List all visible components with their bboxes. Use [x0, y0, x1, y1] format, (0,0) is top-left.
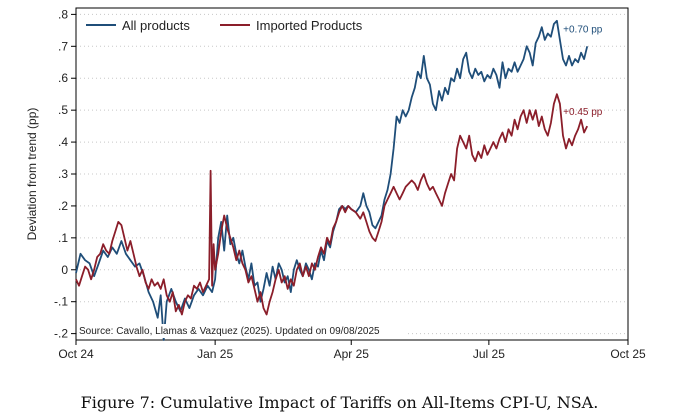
end-value-label: +0.70 pp [563, 24, 603, 35]
y-tick-label: .3 [58, 167, 68, 181]
line-chart: -.2 -.1 0 .1 .2 .3 .4 .5 .6 .7 .8 Oct 24 Jan 25 Apr … [25, 7, 646, 361]
series-lines: +0.70 pp +0.45 pp [75, 19, 603, 341]
legend-label: All products [122, 18, 190, 33]
source-note: Source: Cavallo, Llamas & Vazquez (2025)… [79, 326, 380, 337]
series-line-imported-products [75, 93, 589, 316]
legend: All products Imported Products [86, 18, 363, 33]
x-tick-label: Oct 24 [58, 347, 94, 361]
y-tick-label: -.1 [54, 295, 68, 309]
y-tick-label: 0 [61, 263, 68, 277]
x-tick-label: Jul 25 [473, 347, 505, 361]
y-axis: -.2 -.1 0 .1 .2 .3 .4 .5 .6 .7 .8 [54, 7, 76, 341]
series-line-all-products [75, 19, 589, 341]
legend-label: Imported Products [256, 18, 363, 33]
x-tick-label: Jan 25 [197, 347, 233, 361]
x-tick-label: Oct 25 [610, 347, 646, 361]
y-tick-label: -.2 [54, 327, 68, 341]
y-tick-label: .2 [58, 199, 68, 213]
y-tick-label: .8 [58, 7, 68, 21]
x-axis: Oct 24 Jan 25 Apr 25 Jul 25 Oct 25 [58, 340, 646, 361]
y-axis-title: Deviation from trend (pp) [25, 108, 39, 241]
y-tick-label: .7 [58, 39, 68, 53]
end-value-label: +0.45 pp [563, 107, 603, 118]
y-tick-label: .4 [58, 135, 68, 149]
y-tick-label: .6 [58, 71, 68, 85]
source-note-background [77, 324, 407, 338]
y-tick-label: .1 [58, 231, 68, 245]
x-tick-label: Apr 25 [334, 347, 370, 361]
y-tick-label: .5 [58, 103, 68, 117]
figure-caption: Figure 7: Cumulative Impact of Tariffs o… [80, 393, 599, 412]
